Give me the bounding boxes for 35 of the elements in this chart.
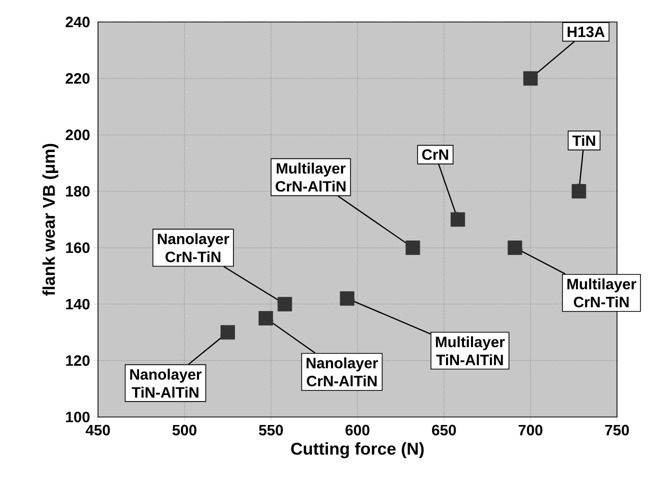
annotation: CrN — [422, 149, 448, 160]
annotation: TiN — [572, 135, 596, 146]
point — [523, 71, 538, 86]
y-tick-label: 160 — [66, 242, 90, 254]
y-tick-label: 180 — [66, 186, 90, 197]
x-tick-label: 700 — [518, 424, 542, 436]
annotation: Nanolayer CrN-AlTiN — [306, 357, 378, 386]
point — [258, 311, 274, 326]
annotation: Multilayer CrN-AlTiN — [276, 162, 346, 192]
y-tick-label: 120 — [66, 355, 90, 366]
point — [508, 240, 522, 255]
annotation: H13A — [568, 26, 605, 38]
y-axis-title: flank wear VB (μm) — [42, 144, 58, 296]
point — [340, 291, 354, 306]
x-tick-label: 550 — [258, 424, 283, 436]
x-axis-title: Cutting force (N) — [291, 442, 424, 458]
annotation: Nanolayer CrN-TiN — [158, 233, 230, 262]
point — [572, 184, 586, 198]
x-tick-label: 600 — [346, 424, 370, 436]
y-tick-label: 140 — [66, 298, 90, 310]
point — [220, 325, 235, 340]
point — [406, 240, 420, 255]
y-tick-label: 200 — [66, 130, 90, 140]
point — [278, 296, 292, 312]
point — [450, 212, 466, 227]
annotation: Multilayer TiN-AlTiN — [436, 336, 505, 366]
x-tick-label: 650 — [432, 424, 456, 436]
x-tick-label: 750 — [605, 424, 629, 436]
y-tick-label: 220 — [66, 73, 90, 84]
annotation: Multilayer CrN-TiN — [567, 278, 636, 308]
x-tick-label: 450 — [86, 424, 110, 436]
annotation: Nanolayer TiN-AlTiN — [130, 368, 202, 398]
y-tick-label: 240 — [66, 16, 90, 28]
x-tick-label: 500 — [172, 424, 196, 436]
y-tick-label: 100 — [66, 412, 90, 422]
